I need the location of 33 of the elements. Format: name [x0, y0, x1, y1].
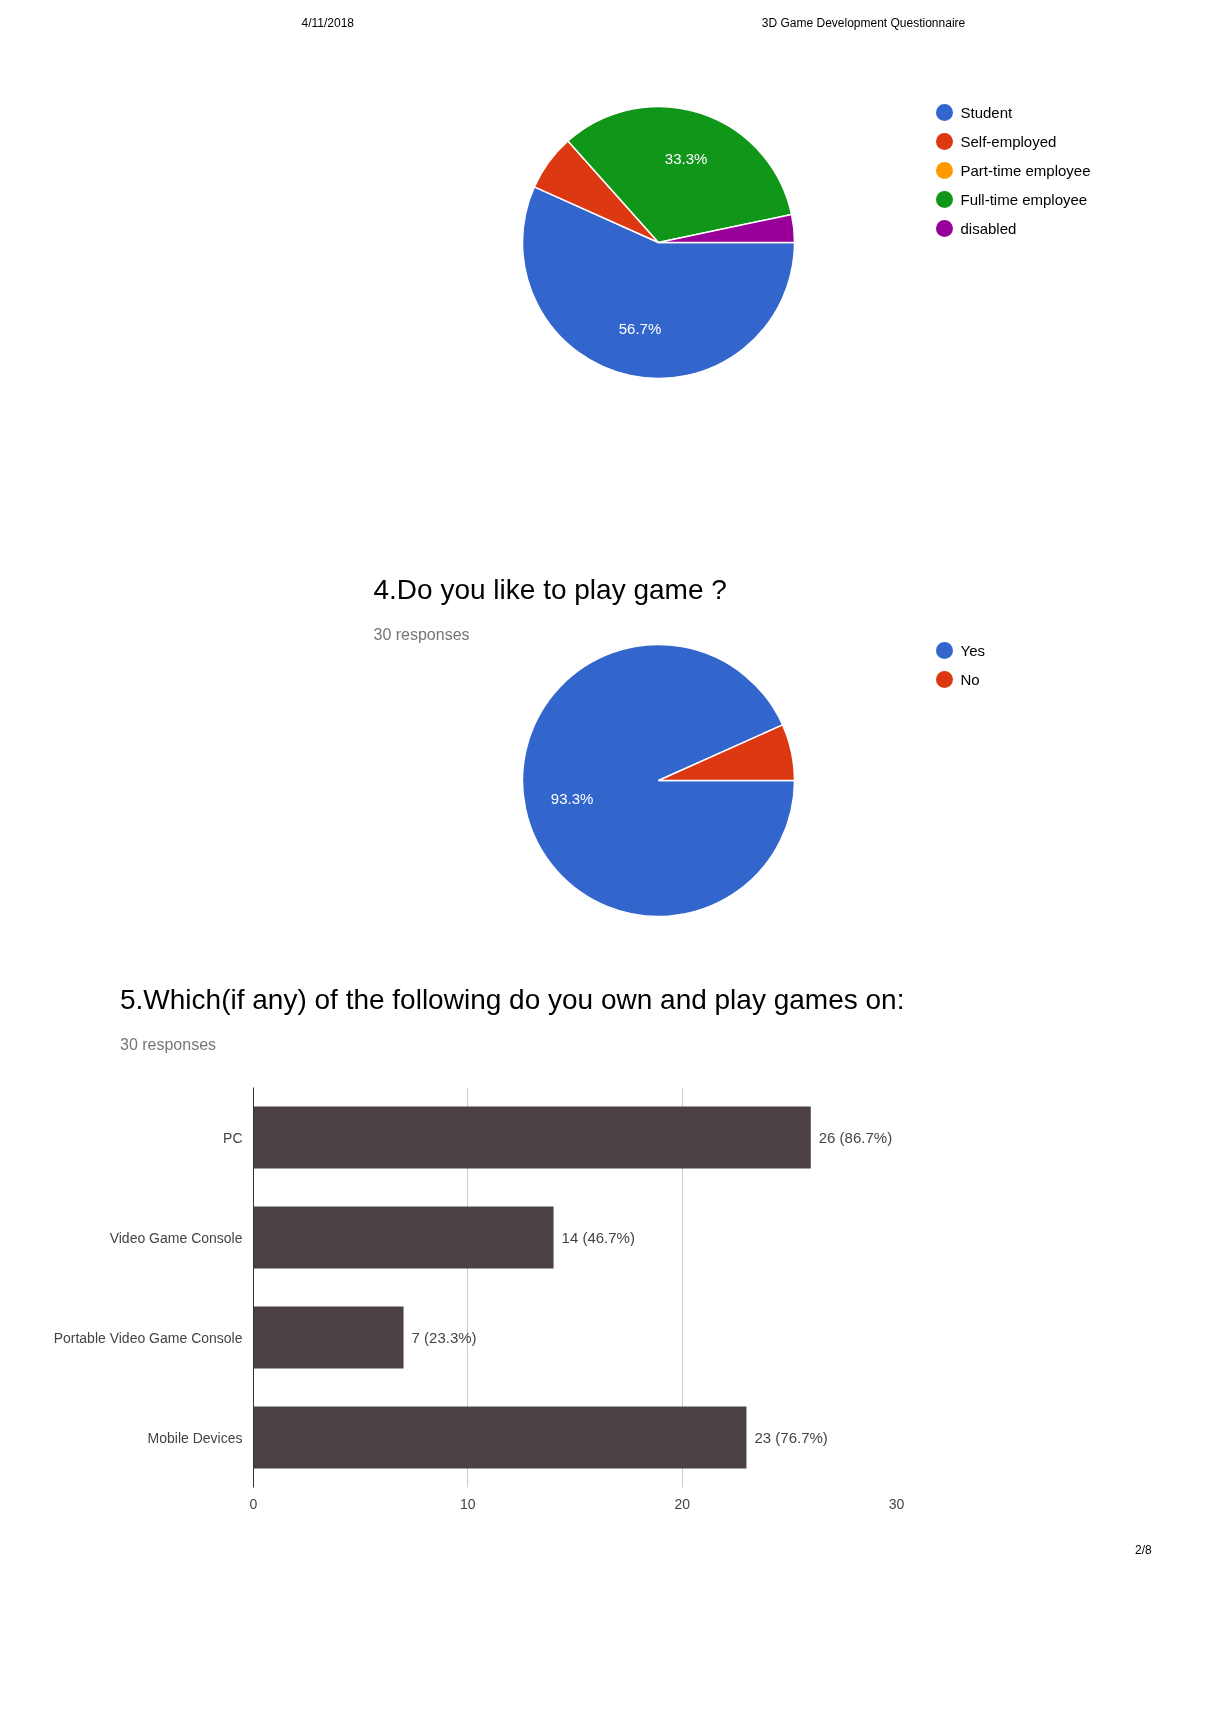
legend-label: Yes	[960, 642, 985, 659]
legend-label: Self-employed	[960, 133, 1057, 150]
data-label: 56.7%	[618, 320, 662, 338]
x-tick-label: 10	[460, 1495, 476, 1512]
legend-label: Student	[960, 104, 1014, 121]
text: 3D Game Development Questionnaire	[761, 15, 966, 30]
x-tick-label: 20	[674, 1495, 691, 1512]
data-label: 33.3%	[664, 150, 708, 168]
legend-label: Part-time employee	[960, 162, 1091, 179]
x-tick-label: 0	[249, 1495, 258, 1512]
data-label: 7 (23.3%)	[411, 1329, 477, 1346]
bar	[253, 1306, 404, 1369]
data-label: 23 (76.7%)	[754, 1429, 828, 1446]
y-tick-label: Portable Video Game Console	[53, 1329, 243, 1346]
bar	[253, 1406, 747, 1469]
chart-title: 4.Do you like to play game ?	[373, 574, 727, 605]
y-tick-label: Video Game Console	[109, 1229, 243, 1246]
chart-subtitle: 30 responses	[373, 626, 470, 643]
chart-subtitle: 30 responses	[120, 1035, 217, 1055]
bar	[253, 1206, 554, 1269]
text: 2/8	[1135, 1542, 1152, 1559]
chart-title: 5.Which(if any) of the following do you own and play games on:	[120, 983, 905, 1017]
y-tick-label: PC	[223, 1129, 243, 1146]
x-tick-label: 30	[888, 1495, 905, 1512]
data-label: 93.3%	[550, 790, 594, 808]
data-label: 26 (86.7%)	[818, 1129, 893, 1146]
legend-label: No	[960, 671, 980, 688]
text: 4/11/2018	[301, 15, 355, 30]
legend-label: Full-time employee	[960, 191, 1088, 208]
y-tick-label: Mobile Devices	[147, 1429, 243, 1446]
legend-label: disabled	[960, 220, 1017, 237]
data-label: 14 (46.7%)	[561, 1229, 635, 1246]
bar	[253, 1106, 811, 1169]
